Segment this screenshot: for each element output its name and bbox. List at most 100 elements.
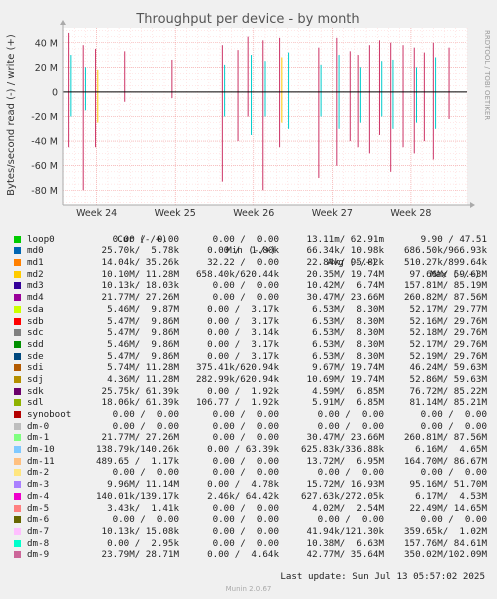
legend-device-name: dm-7 [27,525,50,537]
legend-swatch [14,329,21,337]
legend-device-name: loop0 [27,233,55,245]
legend-min: 282.99k/620.94k [196,373,279,385]
legend-row: dm-5 3.43k/ 1.41k 0.00 / 0.00 4.02M/ 2.54M 2… [0,503,497,515]
legend-avg: 5.91M/ 6.85M [312,397,384,409]
legend-max: 0.00 / 0.00 [420,420,487,432]
legend-max: 157.76M/ 84.61M [404,537,487,549]
legend-min: 0.00 / 3.17k [207,350,279,362]
legend-cur: 0.00 / 0.00 [112,514,179,526]
legend-avg: 627.63k/272.05k [301,490,384,502]
y-axis-label: Bytes/second read (-) / write (+) [6,34,17,196]
y-tick-label: -60 M [31,161,58,172]
y-axis-arrow [60,20,66,25]
legend-max: 52.86M/ 59.63M [409,373,487,385]
legend-device-name: sdb [27,315,44,327]
legend-min: 0.00 / 0.00 [212,455,279,467]
header-max: Max (-/+) [430,268,480,280]
legend-swatch [14,539,21,547]
legend-max: 52.19M/ 29.76M [409,350,487,362]
legend-cur: 5.47M/ 9.86M [107,350,179,362]
legend-avg: 625.83k/336.88k [301,444,384,456]
legend-device-name: dm-2 [27,467,50,479]
legend-device-name: dm-1 [27,432,50,444]
axes: 40 M 20 M 0 -20 M -40 M -60 M -80 M Week 24 Week… [31,20,475,219]
legend-avg: 41.94k/121.30k [306,525,384,537]
legend-swatch [14,504,21,512]
series-spikes [68,32,450,191]
legend-row: synoboot 0.00 / 0.00 0.00 / 0.00 0.00 / 0.0… [0,409,497,421]
legend-row: md3 10.13k/ 18.03k 0.00 / 0.00 10.42M/ 6.74… [0,280,497,292]
legend-max: 260.82M/ 87.56M [404,292,487,304]
legend-device-name: dm-10 [27,444,55,456]
legend-row: loop0 0.00 / 0.00 0.00 / 0.00 13.11m/ 62.91… [0,234,497,246]
legend-row: sda 5.46M/ 9.87M 0.00 / 3.17k 6.53M/ 8.30M 5… [0,304,497,316]
legend-avg: 0.00 / 0.00 [317,467,384,479]
legend-avg: 6.53M/ 8.30M [312,327,384,339]
legend-swatch [14,411,21,418]
legend-min: 0.00 / 0.00 [212,514,279,526]
y-tick-label: -20 M [31,112,58,123]
legend-cur: 5.46M/ 9.86M [107,338,179,350]
legend-swatch [14,294,21,302]
legend-min: 375.41k/620.94k [196,362,279,374]
legend-min: 0.00 / 63.39k [207,444,279,456]
legend-avg: 6.53M/ 8.30M [312,315,384,327]
last-update: Last update: Sun Jul 13 05:57:02 2025 [280,571,485,582]
legend-cur: 140.01k/139.17k [96,490,179,502]
legend-avg: 15.72M/ 16.93M [306,479,384,491]
legend-device-name: dm-8 [27,537,50,549]
legend-swatch [14,364,21,372]
legend-swatch [14,527,21,535]
legend-swatch [14,516,21,524]
legend-min: 0.00 / 3.17k [207,303,279,315]
legend-device-name: sda [27,303,44,315]
legend-max: 52.17M/ 29.77M [409,303,487,315]
rrdtool-credit: RRDTOOL / TOBI OETIKER [483,30,491,120]
legend-min: 0.00 / 1.80k [207,245,279,257]
legend-swatch [14,259,21,267]
legend-device-name: sdc [27,327,44,339]
legend-device-name: dm-5 [27,502,50,514]
legend-avg: 0.00 / 0.00 [317,514,384,526]
legend-row: md1 14.04k/ 35.26k 32.22 / 0.00 22.84k/ 95.… [0,257,497,269]
legend-avg: 0.00 / 0.00 [317,409,384,420]
legend-min: 0.00 / 4.64k [207,549,279,561]
legend-swatch [14,551,21,559]
legend-row: dm-6 0.00 / 0.00 0.00 / 0.00 0.00 / 0.00 0.0… [0,514,497,526]
legend-device-name: dm-11 [27,455,55,467]
header-min: Min (-/+) [226,245,276,257]
legend-min: 0.00 / 0.00 [212,409,279,420]
legend-device-name: sdk [27,385,44,397]
legend-row: dm-1 21.77M/ 27.26M 0.00 / 0.00 30.47M/ 23.… [0,432,497,444]
legend-avg: 10.69M/ 19.74M [306,373,384,385]
legend-swatch [14,446,21,454]
legend-min: 0.00 / 4.78k [207,479,279,491]
legend-max: 0.00 / 0.00 [420,409,487,420]
legend-row: sdi 5.74M/ 11.28M 375.41k/620.94k 9.67M/ 19… [0,362,497,374]
legend-device-name: sdl [27,397,44,409]
legend-avg: 13.72M/ 6.95M [306,455,384,467]
legend-min: 0.00 / 0.00 [212,292,279,304]
header-avg: Avg (-/+) [327,257,377,269]
legend-avg: 20.35M/ 19.74M [306,268,384,280]
legend-device-name: dm-3 [27,479,50,491]
legend-avg: 42.77M/ 35.64M [306,549,384,561]
legend-row: dm-8 0.00 / 2.95k 0.00 / 0.00 10.38M/ 6.63M… [0,538,497,550]
throughput-chart: Throughput per device - by month Bytes/s… [0,0,497,222]
munin-version: Munin 2.0.67 [225,585,272,593]
legend-cur: 25.70k/ 5.78k [101,245,179,257]
legend-device-name: md1 [27,257,44,269]
legend-device-name: sdd [27,338,44,350]
legend-device-name: md4 [27,292,44,304]
legend-max: 6.17M/ 4.53M [415,490,487,502]
legend-max: 46.24M/ 59.63M [409,362,487,374]
legend-max: 0.00 / 0.00 [420,467,487,479]
legend-row: dm-11 489.65 / 1.17k 0.00 / 0.00 13.72M/ 6.… [0,456,497,468]
x-axis-arrow [470,202,475,208]
x-tick-label: Week 27 [312,208,353,219]
legend-min: 2.46k/ 64.42k [207,490,279,502]
legend-avg: 30.47M/ 23.66M [306,292,384,304]
legend-cur: 18.06k/ 61.39k [101,397,179,409]
legend-device-name: sde [27,350,44,362]
legend-min: 0.00 / 0.00 [212,502,279,514]
